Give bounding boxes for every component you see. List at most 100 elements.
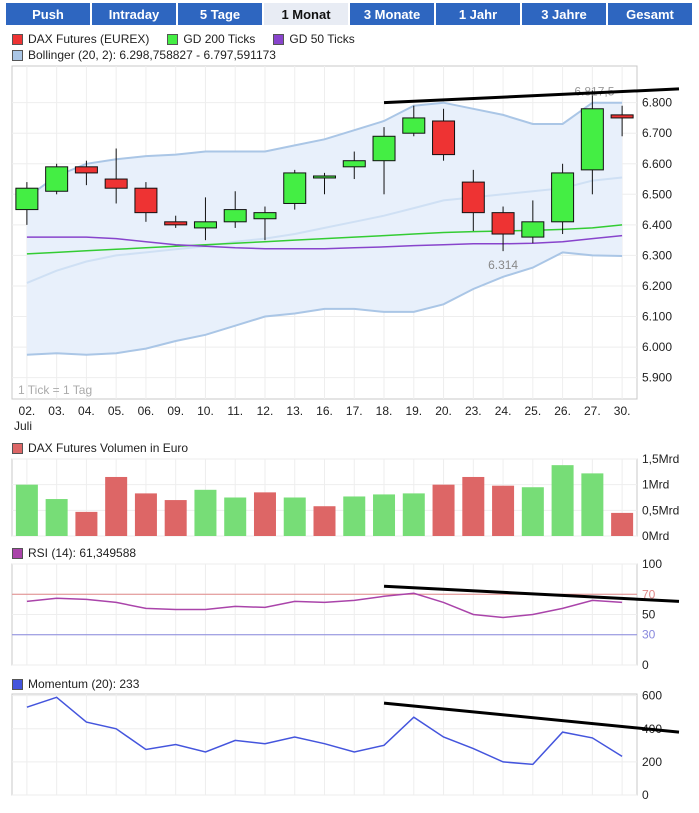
- bollinger-upper: [26, 101, 623, 199]
- volume-bar: [343, 496, 366, 536]
- volume-bar: [402, 493, 425, 536]
- gd200-swatch: [167, 33, 179, 45]
- tab-5-tage[interactable]: 5 Tage: [178, 3, 262, 25]
- gd50-legend-label: GD 50 Ticks: [289, 32, 355, 46]
- price-legend-label: DAX Futures (EUREX): [28, 32, 150, 46]
- rsi-legend-label: RSI (14): 61,349588: [28, 546, 137, 560]
- tab-intraday[interactable]: Intraday: [92, 3, 176, 25]
- candle-body: [164, 221, 188, 226]
- rsi-line: [26, 592, 623, 619]
- month-label: Juli: [14, 419, 32, 433]
- price-ytick: 6.400: [642, 218, 672, 232]
- price-ytick: 6.300: [642, 248, 672, 262]
- volume-bar: [313, 506, 336, 536]
- price-ytick: 6.800: [642, 96, 672, 110]
- candle-body: [193, 221, 217, 229]
- volume-bar: [45, 499, 68, 536]
- volume-bar: [373, 494, 396, 536]
- x-tick-label: 24.: [495, 404, 512, 418]
- rsi-trendline: [383, 584, 680, 603]
- volume-bar: [611, 512, 634, 536]
- x-tick-label: 12.: [257, 404, 274, 418]
- candle-body: [551, 172, 575, 223]
- x-tick-label: 17.: [346, 404, 363, 418]
- x-tick-label: 20.: [435, 404, 452, 418]
- x-tick-label: 18.: [376, 404, 393, 418]
- candle-body: [610, 114, 634, 119]
- gd50-swatch: [273, 33, 285, 45]
- momentum-ytick: 200: [642, 755, 662, 769]
- x-tick-label: 10.: [197, 404, 214, 418]
- volume-ytick: 0Mrd: [642, 529, 669, 543]
- timeframe-tabs: Push Intraday 5 Tage 1 Monat 3 Monate 1 Jahr 3…: [6, 3, 692, 25]
- x-tick-label: 13.: [286, 404, 303, 418]
- rsi-legend: RSI (14): 61,349588: [12, 546, 154, 560]
- volume-bar: [253, 492, 276, 536]
- candle-body: [74, 166, 98, 174]
- price-ytick: 6.100: [642, 310, 672, 324]
- candle-body: [134, 187, 158, 214]
- tab-3-jahre[interactable]: 3 Jahre: [522, 3, 606, 25]
- volume-bar: [521, 487, 544, 536]
- tab-3-monate[interactable]: 3 Monate: [350, 3, 434, 25]
- volume-ytick: 1Mrd: [642, 478, 669, 492]
- momentum-legend-label: Momentum (20): 233: [28, 677, 140, 691]
- x-tick-label: 27.: [584, 404, 601, 418]
- x-tick-label: 02.: [19, 404, 36, 418]
- momentum-legend: Momentum (20): 233: [12, 677, 157, 691]
- momentum-line: [26, 696, 623, 766]
- volume-bar: [194, 489, 217, 536]
- candle-body: [461, 181, 485, 214]
- x-tick-label: 11.: [227, 404, 243, 418]
- volume-bar: [105, 476, 128, 536]
- rsi-ytick: 50: [642, 608, 656, 622]
- price-ytick: 6.700: [642, 126, 672, 140]
- candle-body: [402, 117, 426, 134]
- volume-legend-label: DAX Futures Volumen in Euro: [28, 441, 189, 455]
- price-legend: DAX Futures (EUREX) GD 200 Ticks GD 50 T…: [12, 32, 373, 46]
- x-tick-label: 05.: [108, 404, 125, 418]
- candle-body: [491, 212, 515, 235]
- x-tick-label: 04.: [78, 404, 95, 418]
- low-annotation: 6.314: [488, 258, 518, 272]
- volume-swatch: [12, 442, 23, 454]
- bollinger-lower: [26, 251, 623, 356]
- x-tick-label: 16.: [316, 404, 333, 418]
- x-tick-label: 25.: [524, 404, 541, 418]
- tab-gesamt[interactable]: Gesamt: [608, 3, 692, 25]
- rsi-ytick: 100: [642, 557, 662, 571]
- x-tick-label: 09.: [167, 404, 184, 418]
- tab-1-jahr[interactable]: 1 Jahr: [436, 3, 520, 25]
- rsi-ytick: 70: [642, 587, 656, 601]
- price-ytick: 6.200: [642, 279, 672, 293]
- momentum-ytick: 600: [642, 689, 662, 703]
- rsi-swatch: [12, 547, 23, 559]
- x-tick-label: 03.: [48, 404, 65, 418]
- bollinger-mid: [26, 176, 623, 284]
- volume-bar: [581, 473, 604, 536]
- x-tick-label: 23.: [465, 404, 482, 418]
- candle-body: [342, 160, 366, 168]
- candle-body: [313, 175, 336, 179]
- rsi-ytick: 0: [642, 658, 649, 672]
- volume-bar: [134, 493, 157, 536]
- bollinger-legend: Bollinger (20, 2): 6.298,758827 - 6.797,…: [12, 48, 294, 62]
- candle-body: [45, 166, 69, 192]
- candle-body: [283, 172, 307, 204]
- price-trendline: [383, 87, 680, 105]
- momentum-swatch: [12, 678, 23, 690]
- bollinger-swatch: [12, 49, 23, 61]
- candle-body: [580, 108, 604, 171]
- candle-body: [223, 209, 247, 223]
- volume-bar: [492, 485, 515, 536]
- volume-bar: [283, 497, 306, 536]
- volume-ytick: 1,5Mrd: [642, 452, 679, 466]
- volume-bar: [462, 476, 485, 536]
- tab-1-monat[interactable]: 1 Monat: [264, 3, 348, 25]
- volume-bar: [432, 484, 455, 536]
- candle-body: [432, 120, 456, 156]
- volume-bar: [164, 500, 187, 536]
- tab-push[interactable]: Push: [6, 3, 90, 25]
- price-ytick: 5.900: [642, 371, 672, 385]
